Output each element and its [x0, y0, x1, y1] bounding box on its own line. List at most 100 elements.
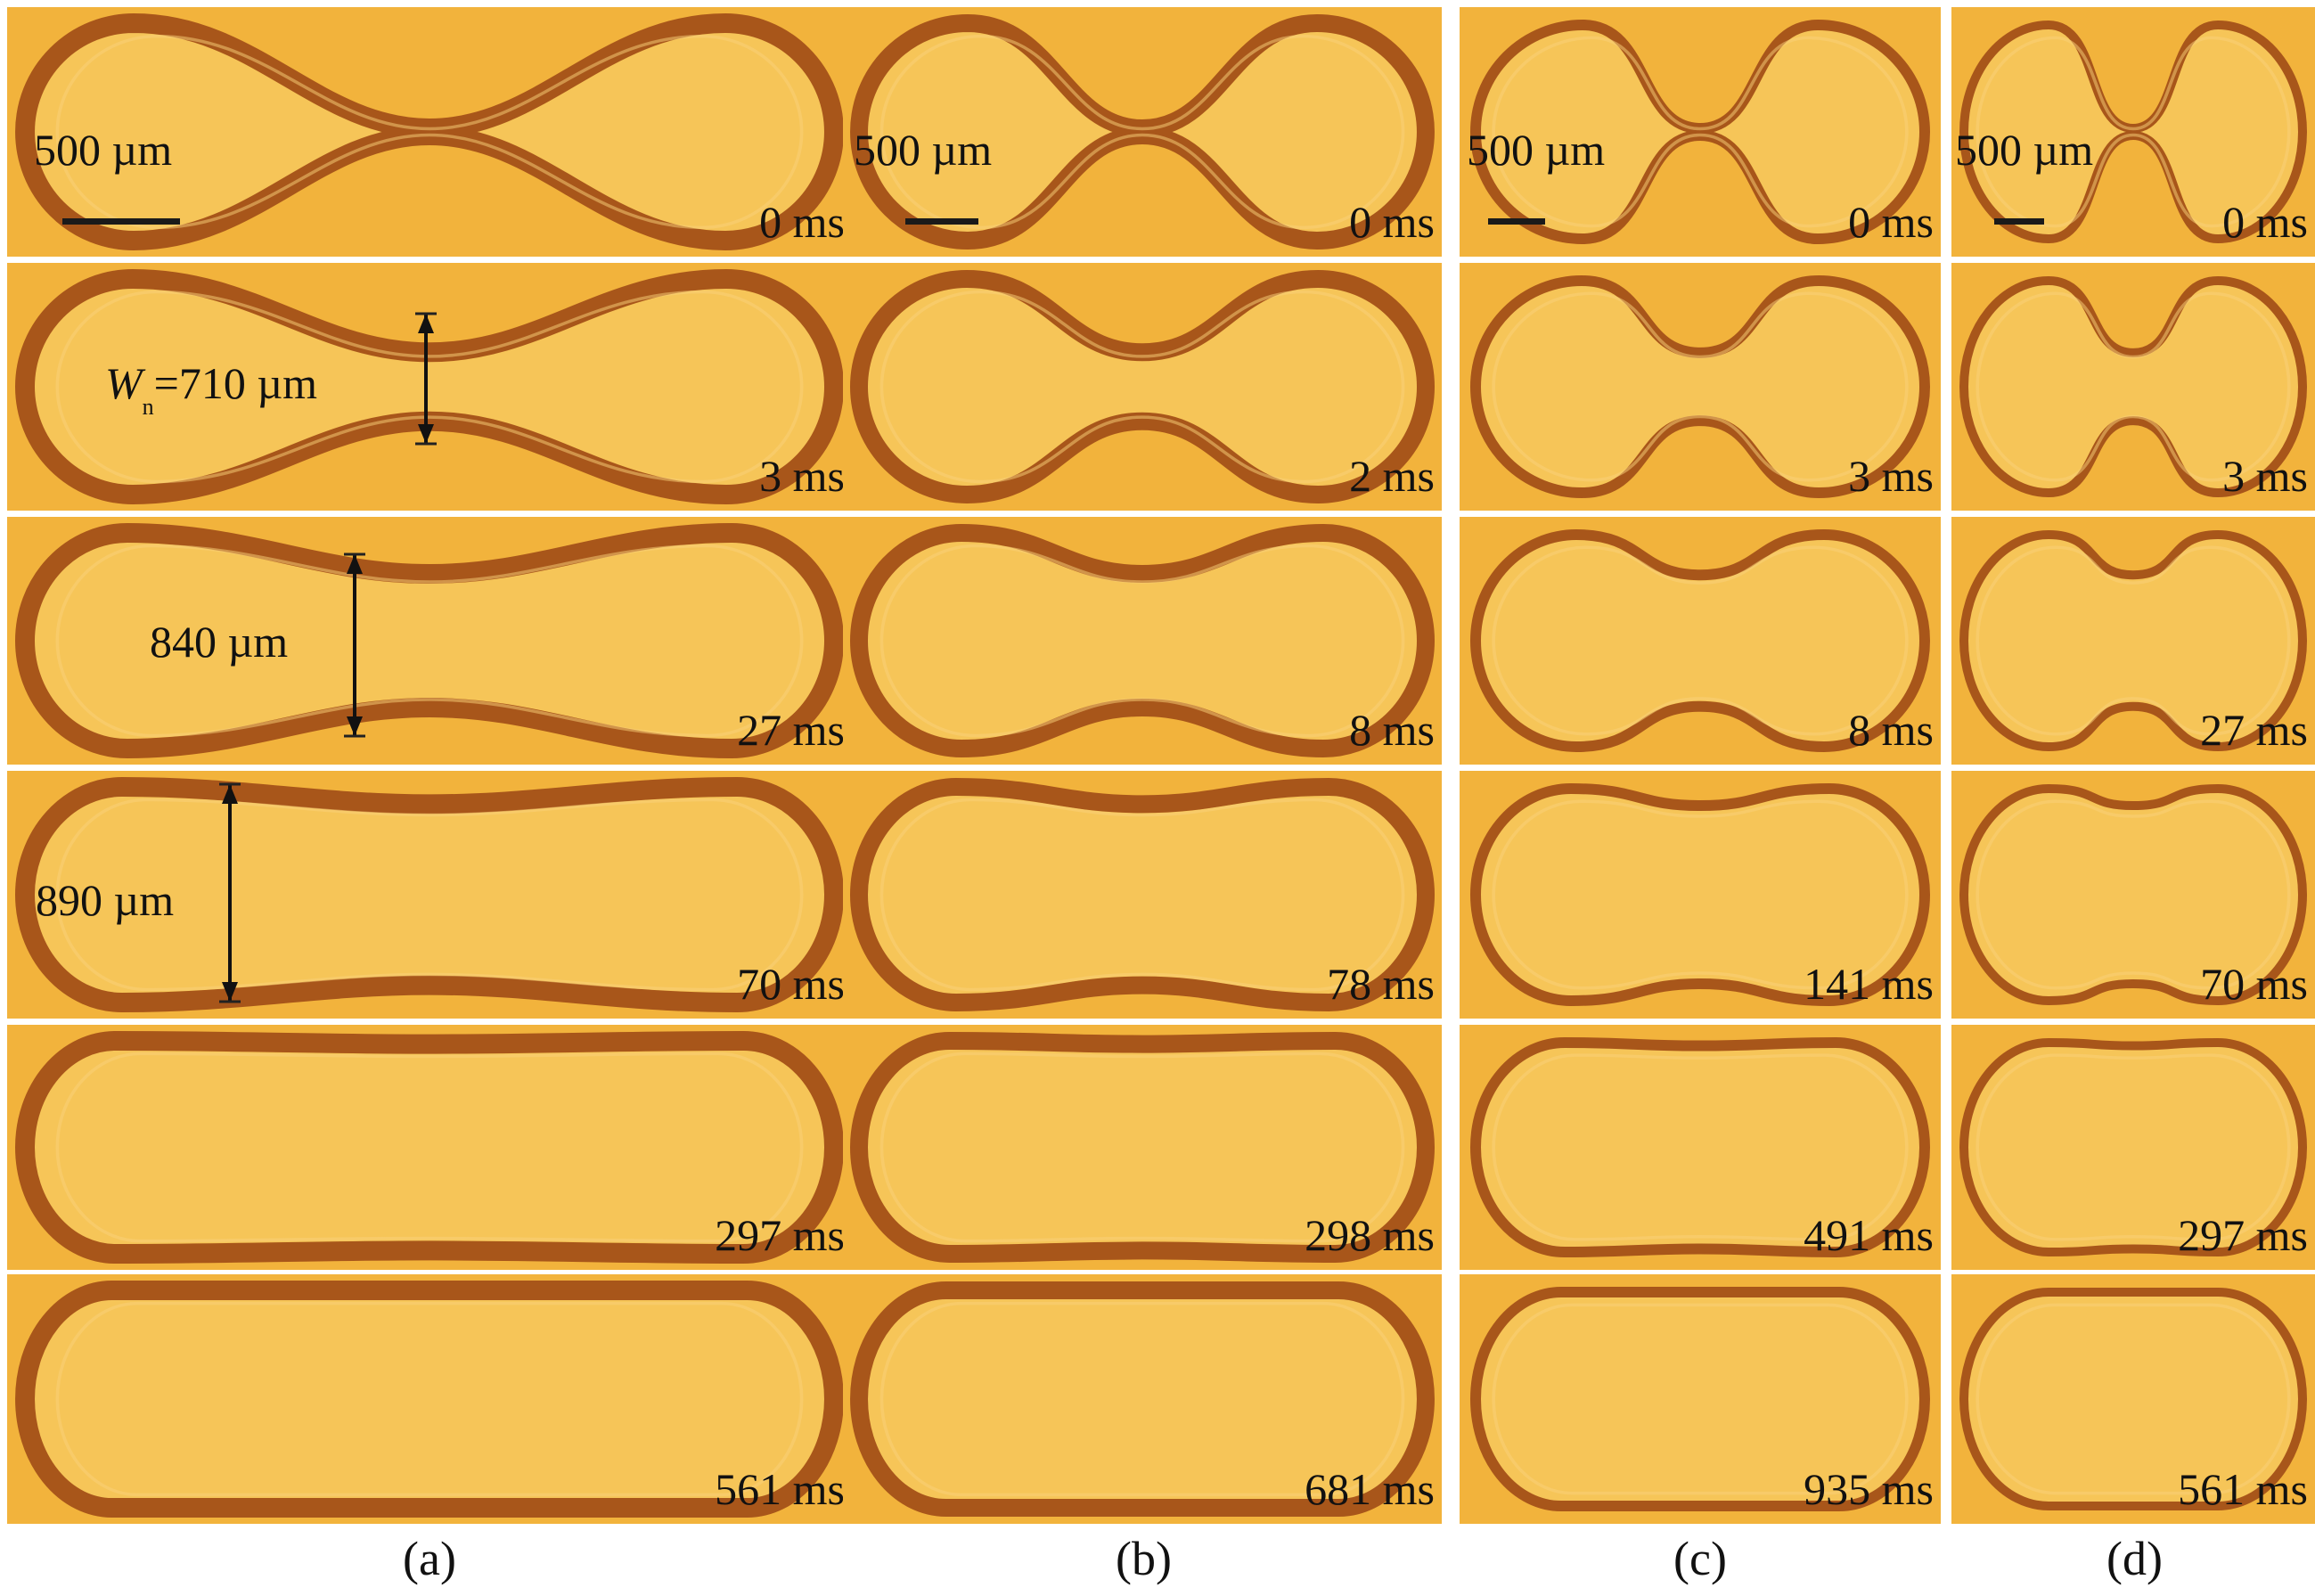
droplet-frame: 561 ms — [1951, 1274, 2315, 1524]
scale-bar-label: 500 µm — [34, 125, 173, 175]
droplet-frame: 298 ms — [843, 1025, 1442, 1270]
scale-bar — [62, 218, 180, 225]
droplet-frame: 70 ms — [1951, 771, 2315, 1019]
droplet-image — [7, 263, 852, 511]
droplet-outline — [1959, 276, 2307, 497]
droplet-outline — [15, 269, 844, 504]
droplet-frame: 935 ms — [1460, 1274, 1941, 1524]
time-label: 0 ms — [759, 197, 845, 247]
droplet-frame: 70 ms — [7, 771, 852, 1019]
droplet-frame: 0 ms 500 µm — [1951, 7, 2315, 257]
time-label: 141 ms — [1804, 959, 1934, 1009]
droplet-outline — [850, 778, 1435, 1011]
width-label-890: 890 µm — [36, 878, 174, 922]
time-label: 491 ms — [1804, 1210, 1934, 1260]
scale-bar — [1488, 218, 1545, 225]
droplet-frame: 491 ms — [1460, 1025, 1941, 1270]
droplet-outline — [850, 270, 1435, 503]
scale-bar — [905, 218, 978, 225]
time-label: 8 ms — [1349, 705, 1435, 755]
time-label: 8 ms — [1848, 705, 1934, 755]
droplet-image — [1460, 1274, 1941, 1524]
scale-bar-label: 500 µm — [854, 125, 993, 175]
droplet-outline — [15, 1281, 844, 1518]
droplet-image — [843, 263, 1442, 511]
droplet-frame: 681 ms — [843, 1274, 1442, 1524]
width-890-value: 890 µm — [36, 875, 175, 925]
droplet-outline — [1470, 783, 1930, 1006]
droplet-frame: 561 ms — [7, 1274, 852, 1524]
droplet-image — [7, 771, 852, 1019]
time-label: 0 ms — [2222, 197, 2308, 247]
time-label: 681 ms — [1305, 1464, 1435, 1514]
droplet-image — [843, 771, 1442, 1019]
time-label: 298 ms — [1305, 1210, 1435, 1260]
panel-label: (c) — [1673, 1532, 1727, 1585]
droplet-image — [1951, 1274, 2315, 1524]
droplet-frame: 0 ms 500 µm — [843, 7, 1442, 257]
time-label: 561 ms — [2178, 1464, 2308, 1514]
droplet-frame: 2 ms — [843, 263, 1442, 511]
droplet-frame: 297 ms — [1951, 1025, 2315, 1270]
droplet-outline — [1959, 1288, 2307, 1510]
droplet-outline — [1959, 784, 2307, 1005]
time-label: 3 ms — [759, 451, 845, 501]
droplet-frame: 0 ms 500 µm — [7, 7, 852, 257]
time-label: 3 ms — [1848, 451, 1934, 501]
scale-bar — [1994, 218, 2044, 225]
droplet-outline — [1959, 1038, 2307, 1256]
droplet-image — [1460, 771, 1941, 1019]
width-arrow-890 — [219, 782, 241, 1003]
wn-symbol: W — [105, 358, 143, 408]
droplet-outline — [15, 1031, 844, 1264]
droplet-frame: 3 ms — [1951, 263, 2315, 511]
droplet-outline — [850, 1032, 1435, 1263]
droplet-image — [7, 517, 852, 765]
droplet-frame: 141 ms — [1460, 771, 1941, 1019]
time-label: 935 ms — [1804, 1464, 1934, 1514]
panel-label: (d) — [2106, 1532, 2163, 1585]
scale-bar-label: 500 µm — [1467, 125, 1606, 175]
width-arrow-840 — [344, 552, 365, 738]
droplet-image — [7, 7, 852, 257]
droplet-frame: 27 ms — [7, 517, 852, 765]
droplet-image — [1951, 771, 2315, 1019]
droplet-image — [843, 1025, 1442, 1270]
time-label: 78 ms — [1327, 959, 1435, 1009]
scale-bar-label: 500 µm — [1955, 125, 2094, 175]
droplet-outline — [15, 777, 844, 1012]
droplet-frame: 3 ms — [7, 263, 852, 511]
time-label: 70 ms — [737, 959, 845, 1009]
time-label: 0 ms — [1848, 197, 1934, 247]
droplet-image — [843, 7, 1442, 257]
time-label: 297 ms — [715, 1210, 845, 1260]
time-label: 2 ms — [1349, 451, 1435, 501]
droplet-frame: 297 ms — [7, 1025, 852, 1270]
droplet-image — [1460, 517, 1941, 765]
wn-value: =710 µm — [153, 358, 318, 408]
droplet-frame: 27 ms — [1951, 517, 2315, 765]
droplet-outline — [1470, 1037, 1930, 1257]
droplet-image — [1951, 517, 2315, 765]
droplet-image — [1460, 263, 1941, 511]
time-label: 3 ms — [2222, 451, 2308, 501]
droplet-outline — [850, 524, 1435, 757]
droplet-frame: 8 ms — [843, 517, 1442, 765]
time-label: 27 ms — [2200, 705, 2308, 755]
droplet-image — [7, 1274, 852, 1524]
droplet-frame: 8 ms — [1460, 517, 1941, 765]
droplet-image — [1460, 1025, 1941, 1270]
time-label: 561 ms — [715, 1464, 845, 1514]
droplet-image — [7, 1025, 852, 1270]
droplet-outline — [850, 1281, 1435, 1517]
width-label-840: 840 µm — [150, 619, 288, 664]
time-label: 297 ms — [2178, 1210, 2308, 1260]
time-label: 70 ms — [2200, 959, 2308, 1009]
droplet-outline — [1470, 529, 1930, 752]
time-label: 0 ms — [1349, 197, 1435, 247]
droplet-image — [1951, 1025, 2315, 1270]
droplet-image — [843, 1274, 1442, 1524]
droplet-frame: 0 ms 500 µm — [1460, 7, 1941, 257]
droplet-image — [1460, 7, 1941, 257]
